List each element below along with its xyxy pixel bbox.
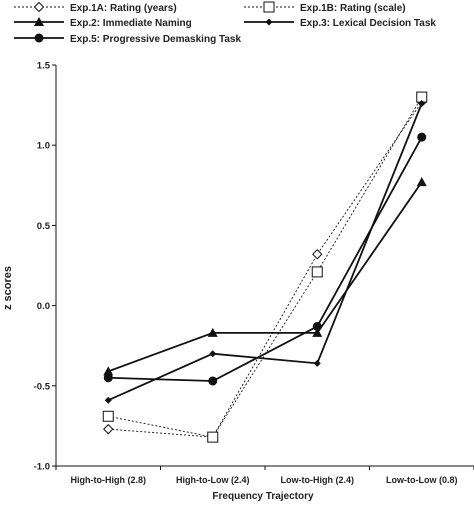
x-tick-label: High-to-Low (2.4) bbox=[176, 475, 250, 485]
data-point bbox=[207, 327, 218, 337]
data-point bbox=[416, 177, 427, 187]
y-tick-label: 0.0 bbox=[37, 301, 50, 312]
data-point bbox=[312, 321, 322, 331]
legend-label: Exp.1B: Rating (scale) bbox=[300, 3, 406, 14]
legend-marker bbox=[33, 1, 45, 13]
series-2 bbox=[102, 91, 428, 443]
data-point bbox=[312, 249, 323, 260]
x-tick-label: High-to-High (2.8) bbox=[71, 475, 147, 485]
legend-label: Exp.1A: Rating (years) bbox=[70, 3, 177, 14]
data-point bbox=[418, 99, 426, 107]
y-tick-label: 1.0 bbox=[37, 141, 50, 152]
legend-item: Exp.3: Lexical Decision Task bbox=[244, 18, 436, 29]
series-4 bbox=[104, 99, 426, 404]
series-1 bbox=[103, 96, 427, 443]
y-tick-label: 0.5 bbox=[37, 221, 51, 232]
legend-label: Exp.2: Immediate Naming bbox=[70, 18, 192, 29]
series-line bbox=[108, 96, 423, 438]
y-tick-label: -1.0 bbox=[34, 462, 50, 473]
legend-label: Exp.3: Lexical Decision Task bbox=[300, 18, 436, 29]
series-layer bbox=[102, 91, 428, 443]
series-line bbox=[107, 103, 423, 402]
data-point bbox=[312, 327, 323, 337]
data-point bbox=[103, 423, 114, 435]
data-point bbox=[208, 376, 218, 386]
legend-marker bbox=[34, 33, 44, 43]
legend-label: Exp.5: Progressive Demasking Task bbox=[70, 34, 241, 45]
legend-marker bbox=[265, 18, 273, 26]
series-line bbox=[107, 181, 423, 373]
series-line bbox=[108, 136, 423, 382]
data-point bbox=[209, 350, 217, 358]
legend-item: Exp.2: Immediate Naming bbox=[14, 17, 192, 29]
legend-item: Exp.1B: Rating (scale) bbox=[244, 1, 406, 14]
series-3 bbox=[103, 177, 427, 376]
data-point bbox=[103, 373, 113, 383]
y-tick-label: -0.5 bbox=[34, 381, 51, 392]
data-point bbox=[311, 266, 323, 278]
series-5 bbox=[103, 132, 427, 386]
y-tick-label: 1.5 bbox=[37, 61, 51, 72]
x-tick-label: Low-to-High (2.4) bbox=[281, 475, 355, 485]
x-tick-label: Low-to-Low (0.8) bbox=[386, 475, 458, 485]
data-point bbox=[313, 359, 321, 367]
legend-item: Exp.1A: Rating (years) bbox=[14, 1, 177, 14]
series-line bbox=[108, 101, 423, 438]
data-point bbox=[207, 431, 219, 443]
legend-item: Exp.5: Progressive Demasking Task bbox=[14, 33, 241, 45]
axes: 1.5 1.0 0.5 0.0 -0.5 -1.0 High-to-High (2.8) Hi… bbox=[34, 61, 474, 485]
legend: Exp.1A: Rating (years) Exp.1B: Rating (sc… bbox=[14, 1, 436, 45]
legend-marker bbox=[263, 1, 275, 13]
legend-marker bbox=[34, 17, 44, 26]
data-point bbox=[103, 366, 114, 376]
data-point bbox=[102, 410, 114, 422]
data-point bbox=[104, 396, 112, 404]
x-axis-label: Frequency Trajectory bbox=[212, 491, 314, 502]
y-axis-label: z scores bbox=[2, 266, 14, 310]
data-point bbox=[417, 132, 427, 142]
